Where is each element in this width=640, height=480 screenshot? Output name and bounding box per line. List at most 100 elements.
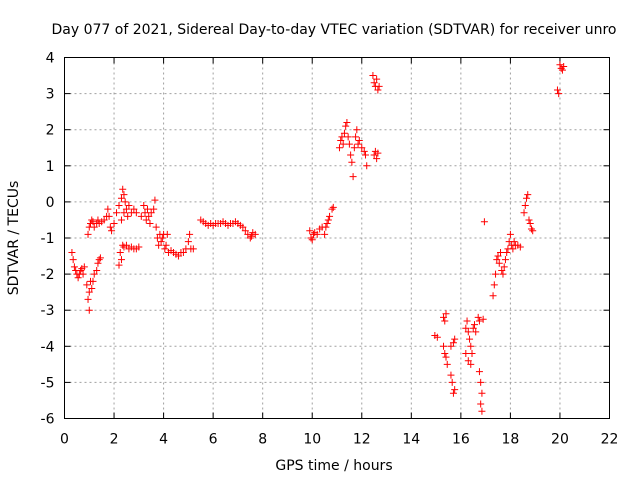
data-point [352,133,360,141]
data-point [80,263,88,271]
data-point [108,227,116,235]
data-point [150,205,158,213]
data-point [132,209,140,217]
y-tick-label: -1 [41,231,55,247]
y-tick-label: -2 [41,267,55,283]
data-point [143,205,151,213]
data-point [489,292,497,300]
data-point [161,245,169,253]
data-point [516,243,524,251]
data-point [497,248,504,256]
data-point [335,144,343,152]
data-point [158,234,166,242]
data-point [340,129,348,137]
data-point [322,223,330,231]
data-point [499,270,507,278]
data-point [449,389,457,397]
data-point [337,137,345,145]
data-point [521,202,529,210]
y-tick-label: -4 [41,339,55,355]
data-point [306,227,314,235]
data-point [90,270,98,278]
data-point [94,259,102,267]
data-point [90,223,98,231]
data-point [110,220,118,228]
x-tick-label: 18 [501,432,519,448]
data-point [441,317,449,325]
data-point [492,270,500,278]
data-point [470,321,478,329]
data-point [433,333,441,341]
data-point [244,230,252,238]
data-point [105,212,113,220]
data-point [122,205,130,213]
data-point [448,378,456,386]
data-point [117,216,125,224]
y-tick-label: -3 [41,303,55,319]
data-point [74,274,82,282]
data-point [120,209,128,217]
data-point [360,147,368,155]
data-point [146,220,154,228]
data-point [373,155,381,163]
data-point [239,223,247,231]
data-point [157,238,165,246]
data-point [116,248,124,256]
data-point [120,191,128,199]
chart-title: Day 077 of 2021, Sidereal Day-to-day VTE… [52,22,617,38]
data-point [115,202,123,210]
data-point [84,295,92,303]
x-tick-label: 12 [353,432,371,448]
data-point [361,151,369,159]
data-point [95,256,103,264]
data-point [474,313,482,321]
y-axis-label: SDTVAR / TECUs [6,181,22,296]
data-point [490,281,498,289]
data-point [347,151,355,159]
data-point [509,245,517,253]
data-point [472,328,480,336]
data-point [462,324,470,332]
data-point [442,310,450,318]
data-point [83,281,91,289]
data-point [447,371,455,379]
data-point [369,72,377,80]
data-point [500,263,508,271]
data-point [115,261,123,269]
data-point [464,357,472,365]
data-point [124,212,132,220]
data-point [308,236,316,244]
x-tick-label: 22 [601,432,619,448]
data-point [104,205,112,213]
data-point [88,216,96,224]
data-point [251,230,259,238]
data-point [526,220,534,228]
y-tick-label: 1 [46,159,55,175]
data-point [462,350,470,358]
y-tick-label: -6 [41,412,55,428]
data-point [130,205,138,213]
data-point [85,306,93,314]
y-tick-label: 0 [46,195,55,211]
data-point [520,209,528,217]
data-point [478,407,486,415]
data-point [374,86,382,94]
data-point [100,216,108,224]
data-point [529,227,537,235]
data-point [373,75,381,83]
data-point [467,342,475,350]
data-point [241,227,249,235]
data-point [363,162,371,170]
data-point [179,248,187,256]
data-point [345,140,353,148]
data-point [449,339,457,347]
data-point [350,144,358,152]
data-point [323,220,331,228]
data-point [248,232,256,240]
data-point [94,216,102,224]
data-point [510,238,518,246]
data-point [96,254,104,262]
data-point [125,202,133,210]
data-point [506,230,514,238]
